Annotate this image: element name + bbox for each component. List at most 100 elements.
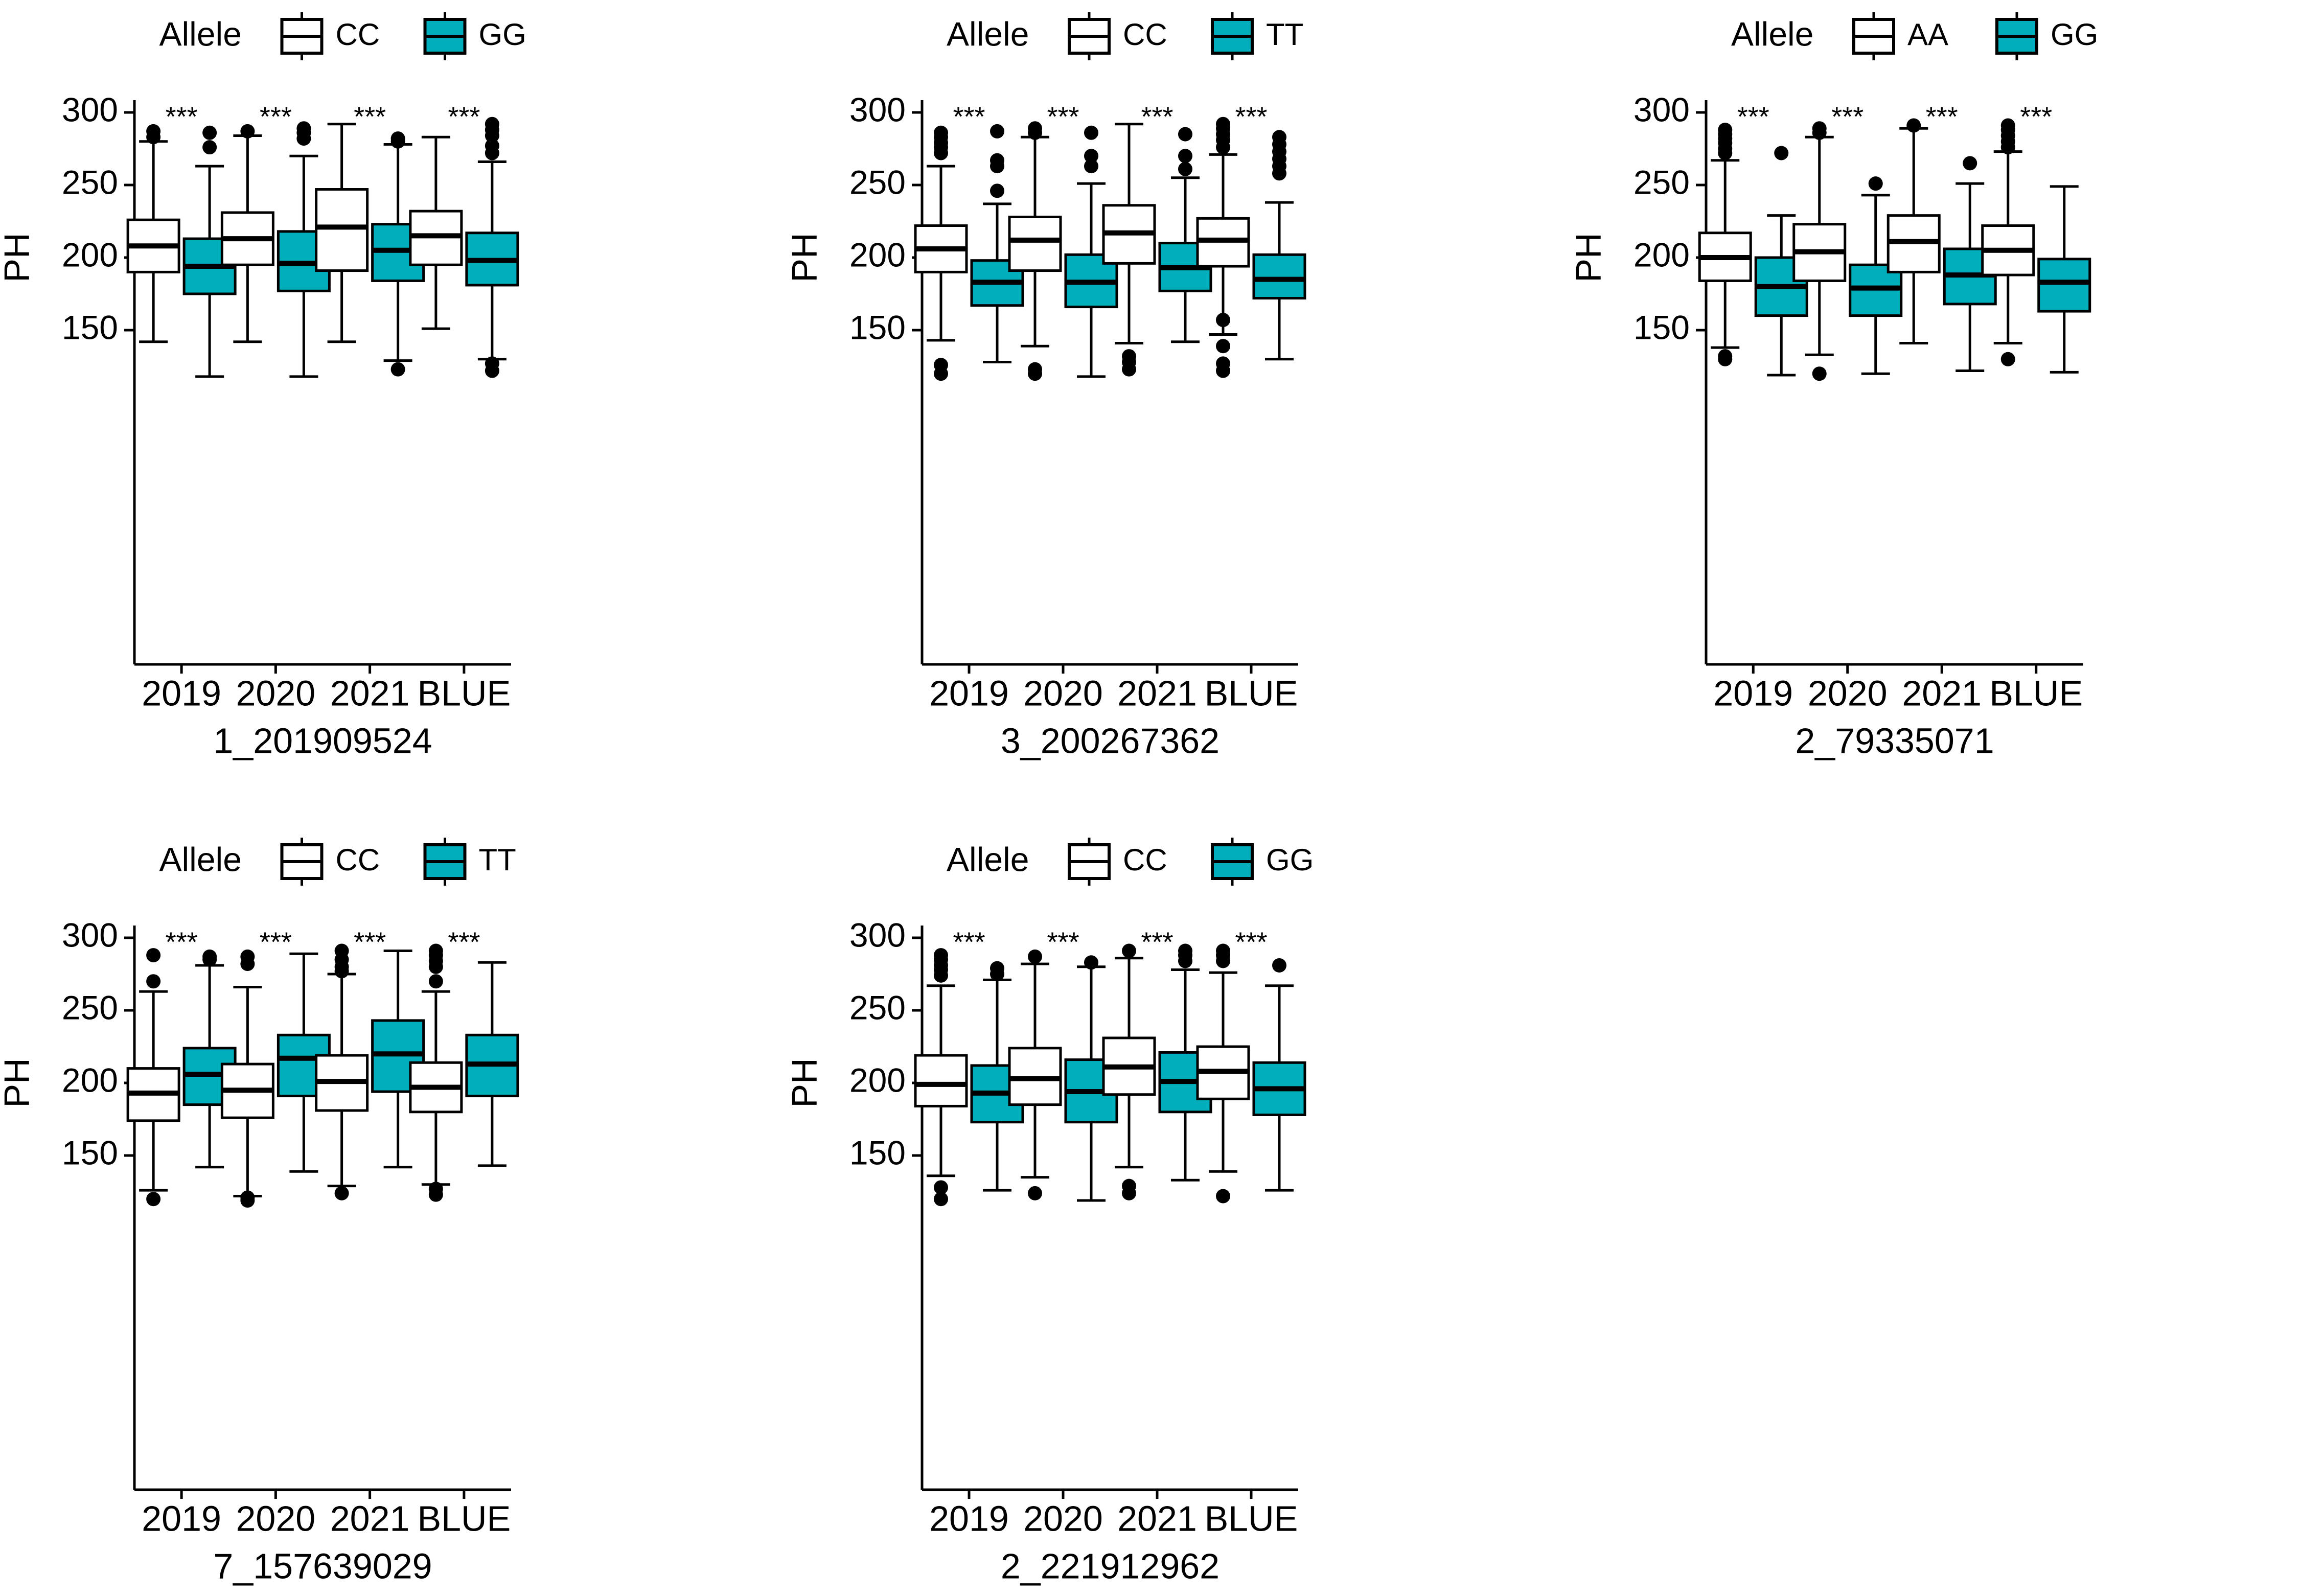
outlier-point [1906,118,1921,133]
y-tick-label: 150 [849,308,906,346]
legend-title: Allele [159,15,242,53]
outlier-point [390,134,405,149]
outlier-point [1216,339,1230,354]
y-tick-label: 250 [849,163,906,201]
panel-1: Allele CC GG 150 200 250 300 PH 2019 *** 2020 *** 20… [0,12,526,760]
x-axis-label: 3_200267362 [1001,721,1219,760]
box-CC-BLUE [1196,943,1250,1204]
significance-label: *** [1235,927,1267,957]
x-axis-label: 2_221912962 [1001,1546,1219,1586]
outlier-point [1178,954,1192,968]
y-tick-label: 150 [62,308,118,346]
outlier-point [1812,125,1827,140]
significance-label: *** [1141,101,1173,132]
y-tick-label: 300 [62,90,118,128]
legend-key-TT: TT [1211,12,1303,60]
x-tick-label: BLUE [417,1498,511,1538]
outlier-point [2000,140,2015,155]
x-tick-label: 2019 [1713,673,1793,713]
significance-label: *** [354,101,386,132]
y-axis-label: PH [0,1058,36,1107]
outlier-point [1272,166,1286,181]
iqr-box [914,1054,968,1107]
legend: Allele CC TT [159,838,516,886]
outlier-point [1084,159,1098,174]
box-GG-BLUE [465,117,519,378]
legend-key-GG: GG [1211,838,1314,886]
legend-key-CC: CC [1068,838,1167,886]
legend-key-GG: GG [423,12,526,60]
outlier-point [990,124,1004,138]
x-tick-label: BLUE [1989,673,2083,713]
significance-label: *** [2020,101,2052,132]
significance-label: *** [953,101,985,132]
box-TT-BLUE [465,961,519,1167]
outlier-point [1028,949,1042,964]
box-CC-2019 [126,124,180,343]
outlier-point [1216,363,1230,378]
y-tick-label: 150 [1633,308,1690,346]
x-tick-label: 2021 [330,673,410,713]
outlier-point [146,1192,161,1207]
outlier-point [428,1187,443,1202]
box-GG-BLUE [2037,185,2091,374]
legend-label: CC [1123,17,1167,52]
outlier-point [202,140,217,155]
legend-label: GG [479,17,526,52]
outlier-point [1084,125,1098,140]
outlier-point [1084,955,1098,970]
outlier-point [934,146,948,160]
significance-label: *** [953,927,985,957]
legend-label: CC [336,17,380,52]
box-CC-2020 [1008,121,1062,381]
box-CC-2021 [315,943,369,1200]
y-axis-label: PH [784,1058,824,1107]
outlier-point [1216,140,1230,155]
box-CC-BLUE [409,135,463,330]
significance-label: *** [1141,927,1173,957]
significance-label: *** [166,101,198,132]
outlier-point [146,974,161,989]
x-axis-label: 7_157639029 [213,1546,432,1586]
legend: Allele CC GG [159,12,526,60]
x-tick-label: 2019 [142,673,221,713]
box-AA-2020 [1792,121,1847,381]
outlier-point [146,948,161,963]
outlier-point [1812,366,1827,381]
legend-key-GG: GG [1995,12,2098,60]
x-tick-label: 2021 [1117,673,1197,713]
y-tick-label: 250 [62,163,118,201]
x-tick-label: 2019 [929,1498,1009,1538]
outlier-point [485,146,499,160]
x-tick-label: 2019 [929,673,1009,713]
outlier-point [990,159,1004,174]
legend-label: GG [1266,843,1314,877]
significance-label: *** [1926,101,1958,132]
y-tick-label: 300 [849,90,906,128]
box-AA-BLUE [1981,118,2035,366]
legend: Allele CC TT [947,12,1303,60]
y-tick-label: 300 [1633,90,1690,128]
iqr-box [1252,253,1306,300]
box-CC-2019 [126,948,180,1207]
y-tick-label: 250 [1633,163,1690,201]
box-TT-2021 [371,950,425,1169]
legend-key-AA: AA [1852,12,1948,60]
box-AA-2021 [1886,118,1941,345]
outlier-point [990,967,1004,981]
outlier-point [1868,176,1883,191]
significance-label: *** [1047,101,1079,132]
y-tick-label: 200 [849,236,906,273]
y-tick-label: 300 [849,916,906,954]
outlier-point [1718,352,1733,366]
box-CC-BLUE [1196,117,1250,378]
box-AA-2019 [1698,123,1752,366]
box-GG-2020 [1064,955,1118,1202]
panel-4: Allele CC TT 150 200 250 300 PH 2019 *** 2020 *** 20… [0,838,519,1586]
outlier-point [1963,156,1977,171]
box-CC-BLUE [409,943,463,1202]
outlier-point [1122,1186,1136,1200]
outlier-point [202,125,217,140]
y-axis-label: PH [0,233,36,282]
